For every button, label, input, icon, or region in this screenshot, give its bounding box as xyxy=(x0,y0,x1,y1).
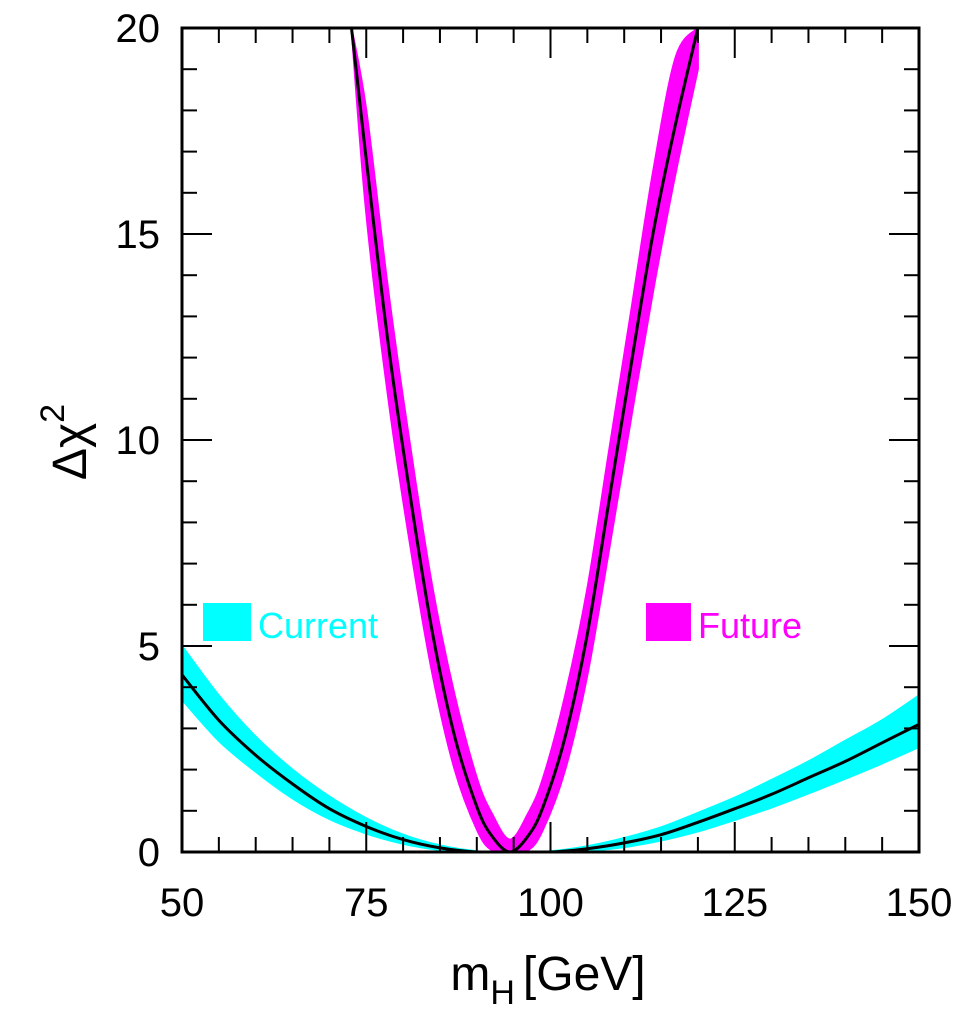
legend-label-future: Future xyxy=(698,605,802,646)
y-tick-labels: 0 5 10 15 20 xyxy=(116,7,161,875)
y-axis-title-main: Δχ xyxy=(44,423,97,480)
y-axis-title-sup: 2 xyxy=(34,404,72,423)
plot-frame xyxy=(180,26,921,854)
axis-ticks xyxy=(181,27,920,853)
x-tick-label: 75 xyxy=(344,881,389,925)
x-tick-label: 125 xyxy=(701,881,768,925)
y-axis-title: Δχ2 xyxy=(34,404,97,480)
y-tick-label: 20 xyxy=(116,7,161,51)
x-tick-label: 50 xyxy=(160,881,205,925)
x-axis-title-main: m xyxy=(450,948,490,1001)
line-future xyxy=(350,28,700,852)
legend-swatch-current xyxy=(203,603,251,641)
x-axis-title-sub: H xyxy=(490,974,515,1012)
x-tick-label: 150 xyxy=(886,881,953,925)
x-tick-label: 100 xyxy=(517,881,584,925)
line-current xyxy=(182,673,919,852)
legend: Current Future xyxy=(203,603,802,646)
y-tick-label: 0 xyxy=(138,831,160,875)
y-tick-label: 10 xyxy=(116,419,161,463)
series-bands xyxy=(182,28,919,852)
x-axis-title: mH [GeV] xyxy=(450,948,645,1012)
band-current xyxy=(182,644,919,852)
y-tick-label: 5 xyxy=(138,625,160,669)
series-central-lines xyxy=(182,28,919,852)
legend-label-current: Current xyxy=(258,605,378,646)
x-axis-title-unit: [GeV] xyxy=(523,948,646,1001)
legend-swatch-future xyxy=(646,603,691,641)
x-tick-labels: 50 75 100 125 150 xyxy=(160,881,953,925)
y-tick-label: 15 xyxy=(116,213,161,257)
band-future xyxy=(350,28,699,852)
